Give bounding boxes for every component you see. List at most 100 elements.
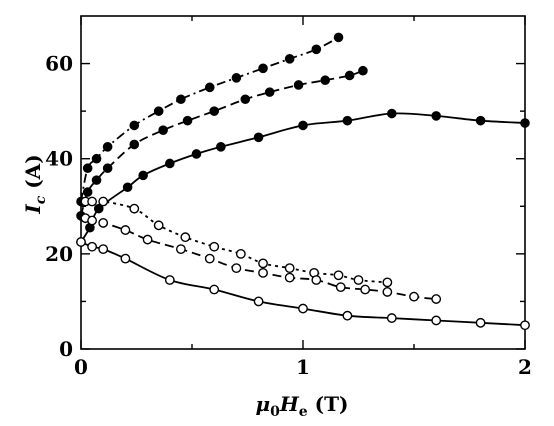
series-line-5 xyxy=(85,217,437,300)
data-point-series-4 xyxy=(353,275,364,285)
data-point-series-5 xyxy=(409,291,419,302)
data-point-series-1 xyxy=(153,106,164,116)
data-point-series-2 xyxy=(182,115,193,126)
data-point-series-2 xyxy=(82,187,93,197)
data-point-series-6 xyxy=(431,315,442,326)
data-point-series-1 xyxy=(311,44,322,55)
data-point-series-6 xyxy=(209,284,220,295)
data-point-series-2 xyxy=(264,87,275,97)
data-point-series-3 xyxy=(298,120,308,131)
y-tick-label: 20 xyxy=(45,242,73,266)
data-point-series-2 xyxy=(293,80,304,90)
y-axis-title-sub: c xyxy=(33,195,49,204)
data-point-series-6 xyxy=(98,244,109,255)
y-tick-label: 0 xyxy=(59,337,73,361)
data-point-series-4 xyxy=(209,241,220,252)
x-axis-title: μ0He (T) xyxy=(256,392,349,420)
data-point-series-5 xyxy=(231,263,242,274)
data-point-series-2 xyxy=(358,65,368,76)
data-point-series-5 xyxy=(360,284,371,295)
data-point-series-3 xyxy=(93,203,104,214)
series-line-3 xyxy=(80,112,526,243)
data-point-series-3 xyxy=(475,115,486,126)
data-point-series-2 xyxy=(91,175,102,185)
y-axis-title-unit: (A) xyxy=(21,154,45,195)
data-point-series-5 xyxy=(98,218,109,228)
x-tick-label: 0 xyxy=(74,355,88,379)
data-point-series-3 xyxy=(165,158,175,169)
data-point-series-3 xyxy=(386,108,397,119)
plot-frame xyxy=(80,15,526,350)
x-axis-title-main2: H xyxy=(279,392,300,416)
data-point-series-4 xyxy=(258,258,268,269)
data-point-series-5 xyxy=(311,275,322,285)
data-point-series-2 xyxy=(344,70,355,81)
data-point-series-5 xyxy=(284,272,295,283)
data-point-series-4 xyxy=(180,232,191,243)
data-point-series-6 xyxy=(164,275,175,285)
data-point-series-6 xyxy=(120,253,131,264)
y-tick-label: 60 xyxy=(45,52,73,76)
y-axis-title: Ic (A) xyxy=(21,154,49,214)
data-point-series-5 xyxy=(142,234,153,245)
data-point-series-3 xyxy=(253,132,264,143)
data-point-series-4 xyxy=(98,196,109,207)
data-point-series-6 xyxy=(475,317,486,328)
data-point-series-1 xyxy=(129,120,140,131)
data-point-series-4 xyxy=(87,196,98,207)
x-axis-title-main: μ xyxy=(256,392,271,416)
data-point-series-6 xyxy=(253,296,264,307)
data-point-series-1 xyxy=(231,73,242,83)
data-point-series-4 xyxy=(129,203,140,214)
series-line-1 xyxy=(80,36,339,202)
x-axis-title-sub: 0 xyxy=(270,404,280,420)
data-point-series-1 xyxy=(82,163,93,174)
data-point-series-6 xyxy=(87,241,98,252)
data-point-series-5 xyxy=(335,282,346,293)
data-point-series-5 xyxy=(120,225,131,235)
data-point-series-4 xyxy=(382,277,393,288)
data-point-series-6 xyxy=(298,303,308,314)
data-point-series-6 xyxy=(520,320,530,331)
data-point-series-5 xyxy=(258,267,268,278)
data-point-series-6 xyxy=(386,313,397,323)
x-axis-title-sub2: e xyxy=(299,404,308,420)
data-point-series-5 xyxy=(382,287,393,297)
data-point-series-1 xyxy=(204,82,215,93)
data-point-series-5 xyxy=(431,294,442,304)
y-tick-label: 40 xyxy=(45,147,73,171)
data-point-series-1 xyxy=(176,94,186,105)
x-tick-label: 1 xyxy=(296,355,310,379)
x-axis-title-unit: (T) xyxy=(308,392,349,416)
y-axis-title-main: I xyxy=(21,204,45,215)
data-point-series-3 xyxy=(122,182,133,193)
series-layer xyxy=(80,36,526,327)
data-point-series-3 xyxy=(431,111,441,121)
data-point-series-2 xyxy=(320,75,330,86)
data-point-series-6 xyxy=(342,310,353,321)
data-point-series-6 xyxy=(76,237,86,247)
x-tick-label: 2 xyxy=(518,355,532,379)
data-point-series-2 xyxy=(240,94,251,105)
data-point-series-3 xyxy=(191,149,202,159)
data-point-series-4 xyxy=(333,270,344,281)
data-point-series-2 xyxy=(102,163,113,174)
data-point-series-3 xyxy=(520,118,530,128)
data-point-series-1 xyxy=(91,153,102,164)
data-point-series-5 xyxy=(204,253,215,264)
data-point-series-4 xyxy=(153,220,164,231)
data-point-series-4 xyxy=(235,248,246,259)
data-point-series-3 xyxy=(138,170,148,181)
data-point-series-4 xyxy=(284,263,295,274)
data-point-series-1 xyxy=(258,63,268,74)
data-point-series-3 xyxy=(216,142,226,152)
data-point-series-2 xyxy=(209,106,219,116)
data-point-series-2 xyxy=(158,125,168,135)
data-point-series-5 xyxy=(87,215,98,226)
data-point-series-3 xyxy=(342,115,353,126)
data-point-series-1 xyxy=(102,142,113,152)
data-point-series-1 xyxy=(284,54,295,64)
data-point-series-2 xyxy=(129,139,140,150)
